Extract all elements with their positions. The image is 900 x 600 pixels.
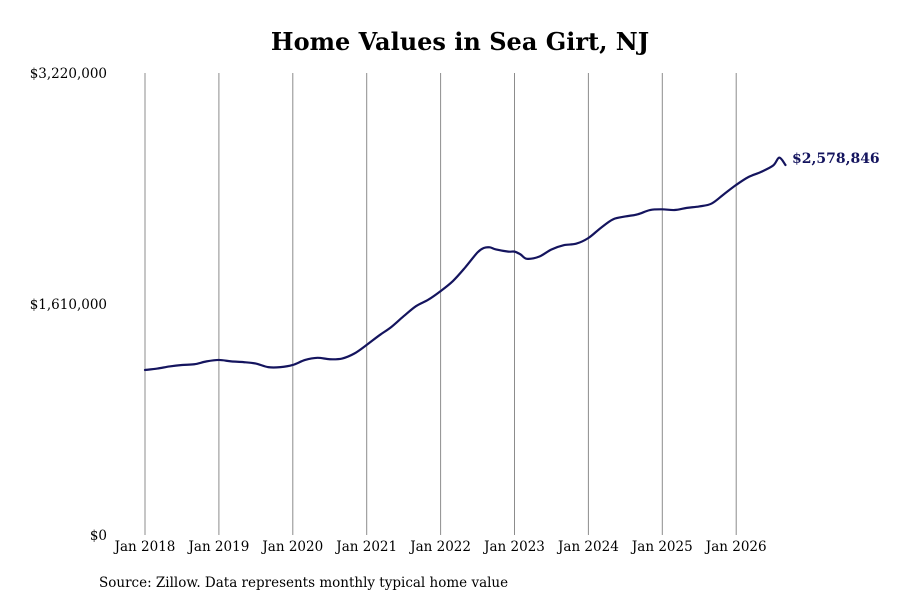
y-axis-tick-labels: $0 $1,610,000 $3,220,000 bbox=[30, 66, 107, 544]
x-tick-label: Jan 2023 bbox=[482, 539, 545, 555]
y-tick-label: $3,220,000 bbox=[30, 66, 107, 82]
x-tick-label: Jan 2025 bbox=[630, 539, 693, 555]
vertical-grid-lines bbox=[144, 73, 737, 535]
x-tick-label: Jan 2024 bbox=[556, 539, 619, 555]
y-tick-label: $1,610,000 bbox=[30, 297, 107, 313]
x-tick-label: Jan 2026 bbox=[704, 539, 767, 555]
x-tick-label: Jan 2021 bbox=[334, 539, 397, 555]
end-value-label: $2,578,846 bbox=[792, 151, 880, 167]
x-tick-label: Jan 2019 bbox=[186, 539, 249, 555]
source-note: Source: Zillow. Data represents monthly … bbox=[99, 575, 508, 591]
x-tick-label: Jan 2020 bbox=[260, 539, 323, 555]
chart-title: Home Values in Sea Girt, NJ bbox=[271, 27, 649, 56]
series-line-home-value bbox=[143, 156, 787, 372]
y-tick-label: $0 bbox=[90, 528, 107, 544]
x-axis-tick-labels: Jan 2018 Jan 2019 Jan 2020 Jan 2021 Jan 2022… bbox=[113, 539, 767, 555]
x-tick-label: Jan 2022 bbox=[408, 539, 471, 555]
x-tick-label: Jan 2018 bbox=[113, 539, 176, 555]
